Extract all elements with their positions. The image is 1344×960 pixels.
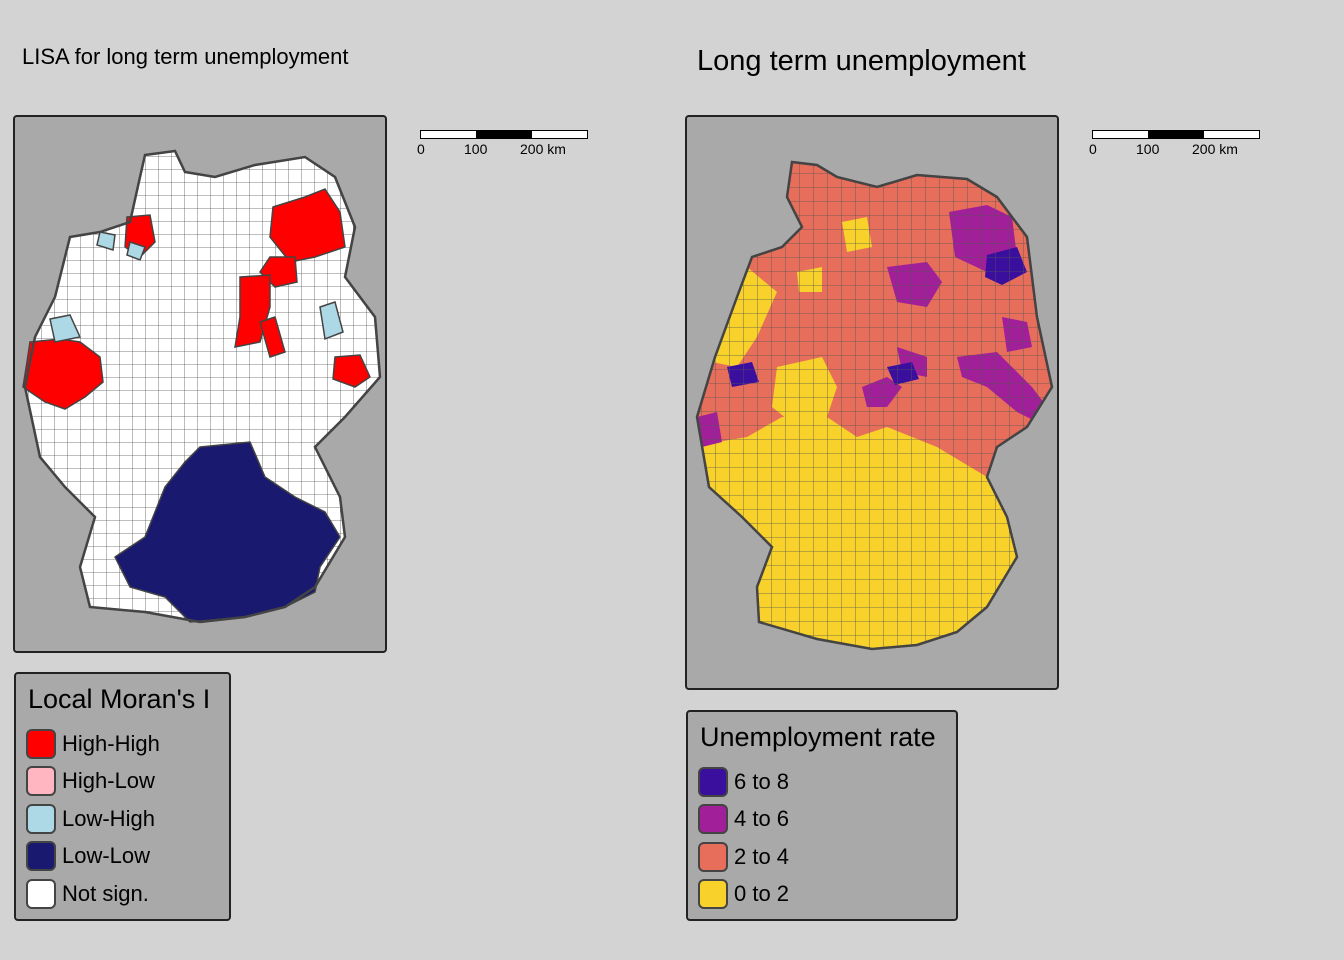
legend-label: 2 to 4 (734, 843, 790, 869)
legend-swatch (698, 841, 728, 872)
cluster-low-high (49, 231, 344, 343)
legend-item-high-low: High-Low (26, 763, 219, 801)
legend-label: Low-Low (62, 843, 151, 869)
scale-tick-0: 0 (417, 141, 425, 157)
lisa-map-canvas (22, 149, 382, 624)
legend-item-4-to-6: 4 to 6 (698, 801, 946, 839)
left-map-title: LISA for long term unemployment (22, 44, 349, 69)
legend-title: Local Moran's I (28, 684, 211, 714)
legend-swatch (26, 728, 56, 759)
legend-item-6-to-8: 6 to 8 (698, 763, 946, 801)
left-scale-bar: 0 100 200 km (417, 130, 600, 170)
legend-swatch (698, 804, 728, 835)
legend-item-0-to-2: 0 to 2 (698, 876, 946, 914)
legend-label: High-Low (62, 768, 155, 794)
cluster-high-high (22, 188, 371, 410)
germany-outline (23, 149, 382, 624)
legend-item-not-sign: Not sign. (26, 875, 219, 913)
right-scale-bar: 0 100 200 km (1089, 130, 1272, 170)
legend-swatch (698, 766, 728, 797)
germany-districts-rate (695, 160, 1054, 651)
legend-label: Low-High (62, 805, 155, 831)
legend-label: 0 to 2 (734, 881, 790, 907)
legend-swatch (26, 878, 56, 909)
legend-item-low-high: Low-High (26, 800, 219, 838)
lisa-map[interactable] (13, 115, 387, 653)
scale-tick-0: 0 (1089, 141, 1097, 157)
scale-tick-200: 200 km (520, 141, 566, 157)
legend-swatch (26, 766, 56, 797)
legend-swatch (26, 803, 56, 834)
scale-tick-100: 100 (464, 141, 488, 157)
legend-item-2-to-4: 2 to 4 (698, 838, 946, 876)
legend-item-high-high: High-High (26, 725, 219, 763)
lisa-legend: Local Moran's I High-High High-Low Low-H… (14, 672, 231, 921)
legend-item-low-low: Low-Low (26, 838, 219, 876)
right-map-title: Long term unemployment (697, 45, 1026, 77)
unemployment-map[interactable] (685, 115, 1059, 690)
legend-label: 6 to 8 (734, 768, 790, 794)
unemployment-map-canvas (695, 160, 1054, 651)
legend-swatch (698, 879, 728, 910)
scale-tick-100: 100 (1136, 141, 1160, 157)
scale-tick-200: 200 km (1192, 141, 1238, 157)
legend-label: 4 to 6 (734, 806, 790, 832)
legend-swatch (26, 841, 56, 872)
legend-label: High-High (62, 730, 160, 756)
germany-outline-rate (695, 160, 1054, 651)
rate-legend: Unemployment rate 6 to 8 4 to 6 2 to 4 0… (686, 710, 958, 921)
legend-label: Not sign. (62, 880, 149, 906)
legend-title: Unemployment rate (700, 722, 936, 752)
